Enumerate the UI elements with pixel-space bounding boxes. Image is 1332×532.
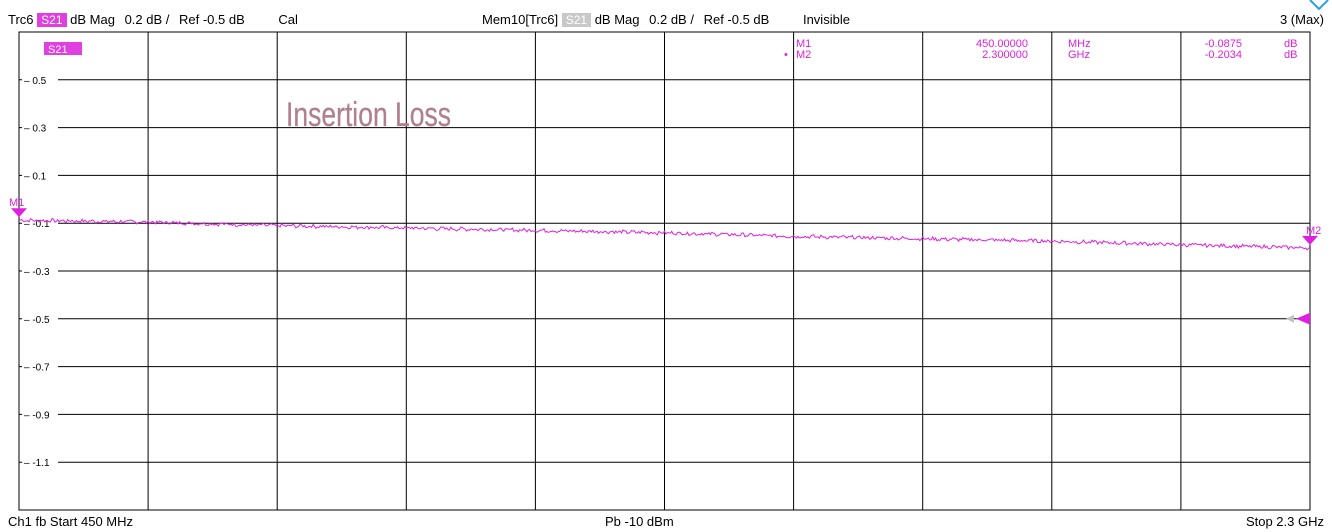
ytick-label: – -0.7	[24, 363, 50, 374]
marker-table-value-unit: dB	[1284, 38, 1297, 50]
marker-table-stimulus: 450.00000	[976, 38, 1028, 50]
marker-table-value: -0.2034	[1205, 49, 1242, 61]
trace-ref: Ref -0.5 dB	[179, 12, 245, 27]
ytick-label-bg	[22, 408, 58, 421]
mem-state: Invisible	[802, 12, 850, 27]
mem-format: dB Mag	[594, 12, 640, 27]
ytick-label: – -0.1	[24, 219, 50, 230]
ytick-label: – 0.5	[24, 76, 47, 87]
marker-m1-triangle[interactable]	[11, 208, 27, 218]
marker-table-name: M2	[796, 49, 811, 61]
ytick-label-bg	[22, 121, 58, 134]
footer-start: Ch1 fb Start 450 MHz	[8, 514, 133, 529]
marker-table-value: -0.0875	[1205, 38, 1242, 50]
trace-s21-line[interactable]	[18, 217, 1311, 251]
trace-header-left: Trc6 S21 dB Mag 0.2 dB / Ref -0.5 dB Cal	[8, 12, 298, 28]
trace-param-badge[interactable]: S21	[37, 13, 67, 27]
memory-header: Mem10[Trc6] S21 dB Mag 0.2 dB / Ref -0.5…	[482, 12, 850, 28]
ytick-label: – -0.3	[24, 267, 50, 278]
footer-power: Pb -10 dBm	[605, 514, 674, 529]
ytick-label-bg	[22, 456, 58, 469]
memory-ref-level-arrow	[1286, 314, 1294, 323]
rohde-schwarz-diamond-icon	[1309, 0, 1329, 11]
marker-m1-label: M1	[9, 197, 24, 209]
marker-table-unit: GHz	[1068, 49, 1090, 61]
ref-level-arrow[interactable]	[1296, 312, 1310, 325]
ytick-label-bg	[22, 312, 58, 325]
marker-table-name: M1	[796, 38, 811, 50]
marker-m2-triangle[interactable]	[1302, 235, 1318, 245]
mem-scale: 0.2 dB /	[649, 12, 694, 27]
ytick-label-bg	[22, 169, 58, 182]
plot-trace-badge[interactable]	[44, 42, 82, 55]
cal-status: Cal	[278, 12, 298, 27]
trace-format: dB Mag	[70, 12, 115, 27]
mem-ref: Ref -0.5 dB	[703, 12, 770, 27]
ytick-label-bg	[22, 360, 58, 373]
marker-table-value-unit: dB	[1284, 49, 1297, 61]
ytick-label: – -0.9	[24, 410, 50, 421]
ytick-label: – 0.1	[24, 171, 47, 182]
marker-m2-label: M2	[1306, 225, 1321, 237]
ytick-label-bg	[22, 73, 58, 86]
footer-stop: Stop 2.3 GHz	[1245, 514, 1324, 529]
active-marker-dot: •	[784, 49, 788, 61]
insertion-loss-chart[interactable]: – 0.5 – 0.3 – 0.1 – -0.1 – -0.3 – -0.5 – -0.7 –…	[0, 0, 1332, 514]
plot-trace-badge-label: S21	[48, 44, 68, 56]
trace-name[interactable]: Trc6	[8, 12, 34, 27]
ytick-label: – 0.3	[24, 124, 47, 135]
ytick-label-bg	[22, 265, 58, 277]
marker-table-unit: MHz	[1068, 38, 1091, 50]
mem-trace-name[interactable]: Mem10[Trc6]	[482, 12, 559, 27]
mem-param-badge[interactable]: S21	[561, 13, 592, 27]
ytick-label: – -0.5	[24, 315, 50, 326]
trace-scale: 0.2 dB /	[124, 12, 170, 27]
marker-table-stimulus: 2.300000	[982, 49, 1028, 61]
ytick-label: – -1.1	[24, 458, 50, 469]
chart-title: Insertion Loss	[286, 96, 451, 134]
max-label: 3 (Max)	[1279, 12, 1324, 27]
ytick-label-bg	[22, 217, 58, 230]
